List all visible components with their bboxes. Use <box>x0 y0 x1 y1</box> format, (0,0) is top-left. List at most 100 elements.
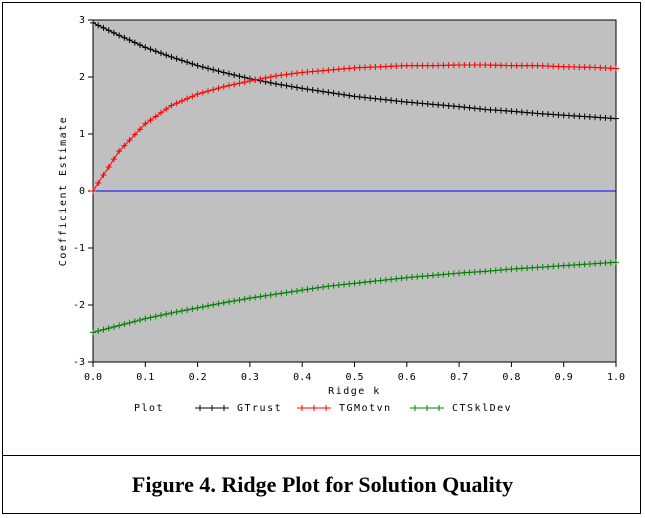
data-point <box>487 267 494 274</box>
data-point <box>210 301 217 308</box>
data-point <box>205 65 212 72</box>
data-point <box>210 66 217 73</box>
data-point <box>529 62 536 69</box>
data-point <box>361 94 368 101</box>
data-point <box>267 79 274 86</box>
data-point <box>571 261 578 268</box>
data-point <box>508 108 515 115</box>
data-point <box>602 114 609 121</box>
data-point <box>131 39 138 46</box>
data-point <box>372 63 379 70</box>
data-point <box>225 298 232 305</box>
data-point <box>330 282 337 289</box>
data-point <box>477 268 484 275</box>
data-point <box>372 95 379 102</box>
data-point <box>482 268 489 275</box>
data-point <box>283 71 290 78</box>
data-point <box>157 50 164 57</box>
data-point <box>367 95 374 102</box>
x-tick-label: 0.7 <box>450 372 468 383</box>
data-point <box>199 303 206 310</box>
data-point <box>435 101 442 108</box>
data-point <box>325 89 332 96</box>
data-point <box>529 110 536 117</box>
data-point <box>471 62 478 69</box>
ridge-chart: 3 2 1 0 -1 -2 -3 0.0 0.1 0.2 0.3 0.4 0.5 0.6 0.7 0.8 0.9… <box>58 15 625 414</box>
y-tick-label: 1 <box>79 129 85 140</box>
data-point <box>199 89 206 96</box>
data-point <box>377 96 384 103</box>
data-point <box>471 105 478 112</box>
data-point <box>388 63 395 70</box>
data-point <box>414 99 421 106</box>
data-point <box>555 263 562 270</box>
data-point <box>382 63 389 70</box>
data-point <box>168 54 175 61</box>
data-point <box>565 112 572 119</box>
data-point <box>273 72 280 79</box>
data-point <box>189 305 196 312</box>
data-point <box>90 19 96 26</box>
data-point <box>283 289 290 296</box>
data-point <box>461 269 468 276</box>
data-point <box>116 148 123 155</box>
data-point <box>602 64 609 71</box>
data-point <box>539 110 546 117</box>
data-point <box>398 275 405 282</box>
data-point <box>403 62 410 69</box>
legend-label-GTrust: GTrust <box>237 403 282 414</box>
data-point <box>351 93 358 100</box>
data-point <box>440 62 447 69</box>
data-point <box>199 63 206 70</box>
data-point <box>246 295 253 302</box>
data-point <box>173 55 180 62</box>
data-point <box>346 65 353 72</box>
data-point <box>613 259 619 266</box>
data-point <box>440 271 447 278</box>
data-point <box>409 274 416 281</box>
data-point <box>356 93 363 100</box>
data-point <box>456 62 463 69</box>
data-point <box>450 103 457 110</box>
data-point <box>497 62 504 69</box>
legend-marker <box>221 405 227 411</box>
data-point <box>571 63 578 70</box>
data-point <box>586 64 593 71</box>
data-point <box>445 62 452 69</box>
legend-marker <box>299 405 305 411</box>
data-point <box>225 70 232 77</box>
data-point <box>168 102 175 109</box>
data-point <box>382 96 389 103</box>
data-point <box>409 99 416 106</box>
data-point <box>105 27 112 34</box>
data-point <box>492 267 499 274</box>
data-point <box>241 79 248 86</box>
data-point <box>163 106 170 113</box>
data-point <box>607 115 614 122</box>
data-point <box>372 278 379 285</box>
data-point <box>581 64 588 71</box>
data-point <box>435 62 442 69</box>
data-point <box>293 84 300 91</box>
data-point <box>105 325 112 332</box>
data-point <box>534 110 541 117</box>
data-point <box>184 59 191 66</box>
data-point <box>592 64 599 71</box>
data-point <box>513 108 520 115</box>
legend-marker <box>412 405 418 411</box>
data-point <box>377 277 384 284</box>
x-tick-label: 0.1 <box>136 372 154 383</box>
data-point <box>503 107 510 114</box>
data-point <box>152 313 159 320</box>
data-point <box>597 260 604 267</box>
data-point <box>142 120 149 127</box>
data-point <box>246 77 253 84</box>
data-point <box>466 62 473 69</box>
data-point <box>351 64 358 71</box>
data-point <box>419 62 426 69</box>
data-point <box>550 111 557 118</box>
data-point <box>189 93 196 100</box>
data-point <box>288 70 295 77</box>
data-point <box>361 64 368 71</box>
y-tick-label: 0 <box>79 186 85 197</box>
